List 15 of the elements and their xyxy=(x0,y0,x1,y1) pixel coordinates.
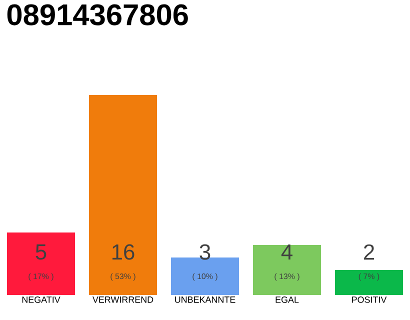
bar xyxy=(7,232,75,295)
data-label: 2 xyxy=(364,244,374,260)
bar xyxy=(89,94,157,295)
data-label: 3 xyxy=(200,244,210,260)
x-tick-label: VERWIRREND xyxy=(92,296,154,303)
x-tick-label: POSITIV xyxy=(352,296,387,303)
x-tick-label: UNBEKANNTE xyxy=(175,296,236,303)
x-tick-label: EGAL xyxy=(276,296,299,303)
chart-title: 08914367806 xyxy=(7,4,188,26)
data-label: 5 xyxy=(36,244,46,260)
data-label: 4 xyxy=(281,244,292,260)
x-tick-label: NEGATIV xyxy=(22,296,60,303)
bar xyxy=(253,245,322,295)
data-label: 16 xyxy=(112,244,134,260)
bar xyxy=(335,270,404,295)
